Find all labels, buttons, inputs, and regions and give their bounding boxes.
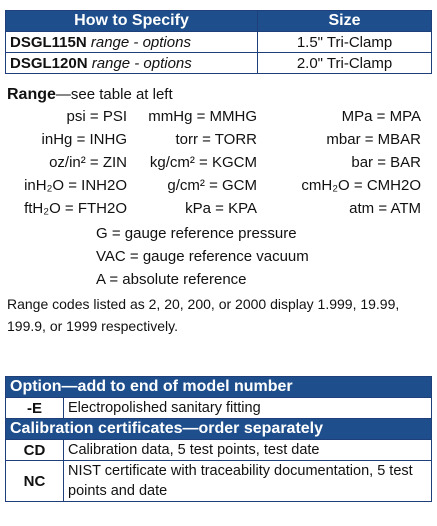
size-cell: 2.0" Tri-Clamp <box>257 52 432 74</box>
spec-header-row: How to Specify Size <box>5 10 432 32</box>
unit-code: atm = ATM <box>349 200 421 217</box>
unit-code: kPa = KPA <box>185 200 257 217</box>
range-heading: Range—see table at left <box>7 86 173 104</box>
cert-header-row: Calibration certificates—order separatel… <box>5 418 432 440</box>
cert-desc: Calibration data, 5 test points, test da… <box>63 439 432 461</box>
table-row: DSGL120N range - options 2.0" Tri-Clamp <box>5 52 432 74</box>
model-cell: DSGL120N range - options <box>5 52 258 74</box>
unit-code: g/cm² = GCM <box>167 177 257 194</box>
options-table: Option—add to end of model number -E Ele… <box>5 376 432 502</box>
how-to-specify-table: How to Specify Size DSGL115N range - opt… <box>5 10 432 74</box>
range-subtitle: —see table at left <box>55 86 173 103</box>
model-suffix: range - options <box>91 54 192 72</box>
table-row: DSGL115N range - options 1.5" Tri-Clamp <box>5 31 432 53</box>
table-row: CD Calibration data, 5 test points, test… <box>5 439 432 461</box>
cert-header: Calibration certificates—order separatel… <box>5 418 432 440</box>
unit-code: oz/in² = ZIN <box>49 154 127 171</box>
header-size: Size <box>257 10 432 32</box>
unit-code: mbar = MBAR <box>326 131 421 148</box>
table-row: -E Electropolished sanitary fitting <box>5 397 432 419</box>
range-code-note: Range codes listed as 2, 20, 200, or 200… <box>7 296 400 334</box>
unit-code: torr = TORR <box>175 131 257 148</box>
reference-absolute: A = absolute reference <box>96 271 247 288</box>
size-cell: 1.5" Tri-Clamp <box>257 31 432 53</box>
unit-row: inH₂O = INH2O g/cm² = GCM cmH₂O = CMH2O <box>0 177 437 200</box>
model-suffix: range - options <box>90 33 191 51</box>
model-code: DSGL120N <box>10 54 88 72</box>
unit-code-list: psi = PSI mmHg = MMHG MPa = MPA inHg = I… <box>0 108 437 223</box>
reference-list: G = gauge reference pressure VAC = gauge… <box>96 222 309 291</box>
option-header-row: Option—add to end of model number <box>5 376 432 398</box>
model-code: DSGL115N <box>10 33 87 51</box>
cert-code: NC <box>5 460 64 502</box>
unit-code: cmH₂O = CMH2O <box>301 177 421 194</box>
unit-row: ftH₂O = FTH2O kPa = KPA atm = ATM <box>0 200 437 223</box>
cert-desc: NIST certificate with traceability docum… <box>63 460 432 502</box>
table-row: NC NIST certificate with traceability do… <box>5 460 432 502</box>
unit-code: inH₂O = INH2O <box>24 177 127 194</box>
reference-gauge: G = gauge reference pressure <box>96 225 297 242</box>
option-header: Option—add to end of model number <box>5 376 432 398</box>
unit-row: inHg = INHG torr = TORR mbar = MBAR <box>0 131 437 154</box>
model-cell: DSGL115N range - options <box>5 31 258 53</box>
unit-code: kg/cm² = KGCM <box>149 154 257 171</box>
unit-code: psi = PSI <box>66 108 127 125</box>
option-desc: Electropolished sanitary fitting <box>63 397 432 419</box>
unit-code: inHg = INHG <box>41 131 127 148</box>
unit-row: psi = PSI mmHg = MMHG MPa = MPA <box>0 108 437 131</box>
reference-vacuum: VAC = gauge reference vacuum <box>96 248 309 265</box>
unit-code: ftH₂O = FTH2O <box>24 200 127 217</box>
unit-row: oz/in² = ZIN kg/cm² = KGCM bar = BAR <box>0 154 437 177</box>
unit-code: MPa = MPA <box>341 108 421 125</box>
header-how-to-specify: How to Specify <box>5 10 258 32</box>
unit-code: mmHg = MMHG <box>148 108 257 125</box>
option-code: -E <box>5 397 64 419</box>
unit-code: bar = BAR <box>351 154 421 171</box>
cert-code: CD <box>5 439 64 461</box>
range-title: Range <box>7 86 56 103</box>
